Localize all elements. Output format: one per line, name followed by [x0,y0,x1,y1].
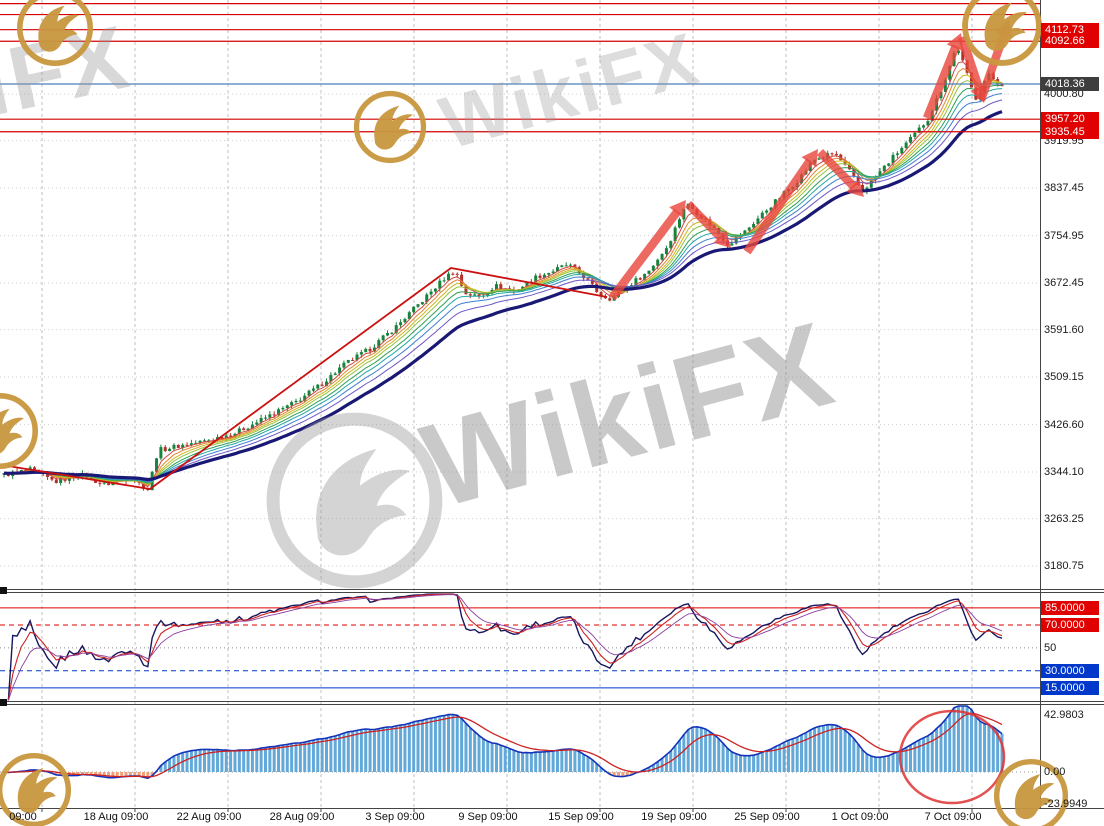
slow-ma-line [3,110,1003,482]
oscillator-lines [7,593,1003,701]
trendline [7,267,608,490]
macd-lines [3,705,1003,780]
macd-histogram [6,706,1004,779]
price-axis[interactable] [1040,0,1104,808]
main-chart-pane[interactable] [0,0,1040,589]
time-axis[interactable] [0,808,1104,826]
momentum-pane[interactable] [0,704,1040,808]
annotation-circle [898,709,1006,805]
oscillator-pane[interactable] [0,592,1040,701]
grid-layer [0,0,1040,808]
price-level-lines [0,3,1040,133]
